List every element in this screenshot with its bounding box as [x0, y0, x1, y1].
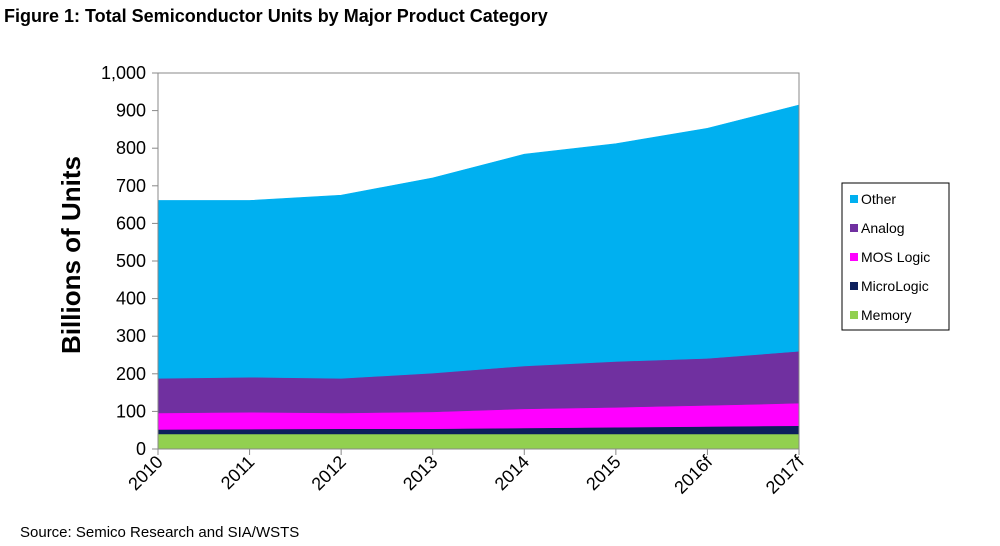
legend-label-memory: Memory: [861, 307, 912, 323]
figure-title: Figure 1: Total Semiconductor Units by M…: [4, 6, 548, 26]
x-tick-label: 2015: [582, 452, 624, 494]
legend: Other Analog MOS Logic MicroLogic Memory: [841, 182, 950, 331]
y-tick-label: 600: [116, 213, 146, 233]
legend-swatch-micrologic: [850, 282, 858, 290]
y-tick-label: 500: [116, 251, 146, 271]
x-tick-label: 2017f: [762, 451, 809, 498]
x-tick-label: 2014: [491, 452, 533, 494]
x-tick-label: 2013: [399, 452, 441, 494]
y-tick-label: 300: [116, 326, 146, 346]
legend-swatch-analog: [850, 224, 858, 232]
y-tick-label: 0: [136, 439, 146, 459]
x-tick-label: 2012: [308, 452, 350, 494]
x-tick-label: 2011: [217, 452, 259, 494]
area-memory: [157, 433, 800, 450]
y-tick-label: 100: [116, 401, 146, 421]
area-other: [157, 104, 800, 379]
legend-swatch-mos-logic: [850, 253, 858, 261]
legend-swatch-memory: [850, 311, 858, 319]
legend-box: [841, 182, 950, 331]
legend-label-analog: Analog: [861, 220, 905, 236]
y-tick-label: 700: [116, 176, 146, 196]
chart: 0 100 200 300 400 500 600 700 800 900 1,000 2010 201…: [56, 63, 950, 498]
plot-areas: [157, 104, 800, 450]
legend-label-micrologic: MicroLogic: [861, 278, 929, 294]
y-tick-label: 800: [116, 138, 146, 158]
legend-label-mos-logic: MOS Logic: [861, 249, 930, 265]
x-tick-label: 2010: [124, 452, 166, 494]
y-tick-label: 200: [116, 364, 146, 384]
y-tick-label: 900: [116, 101, 146, 121]
source-note: Source: Semico Research and SIA/WSTS: [20, 524, 300, 541]
y-tick-label: 400: [116, 289, 146, 309]
y-tick-label: 1,000: [101, 63, 146, 83]
legend-swatch-other: [850, 195, 858, 203]
x-tick-label: 2016f: [670, 451, 717, 498]
y-axis-label: Billions of Units: [56, 156, 86, 354]
legend-label-other: Other: [861, 191, 896, 207]
